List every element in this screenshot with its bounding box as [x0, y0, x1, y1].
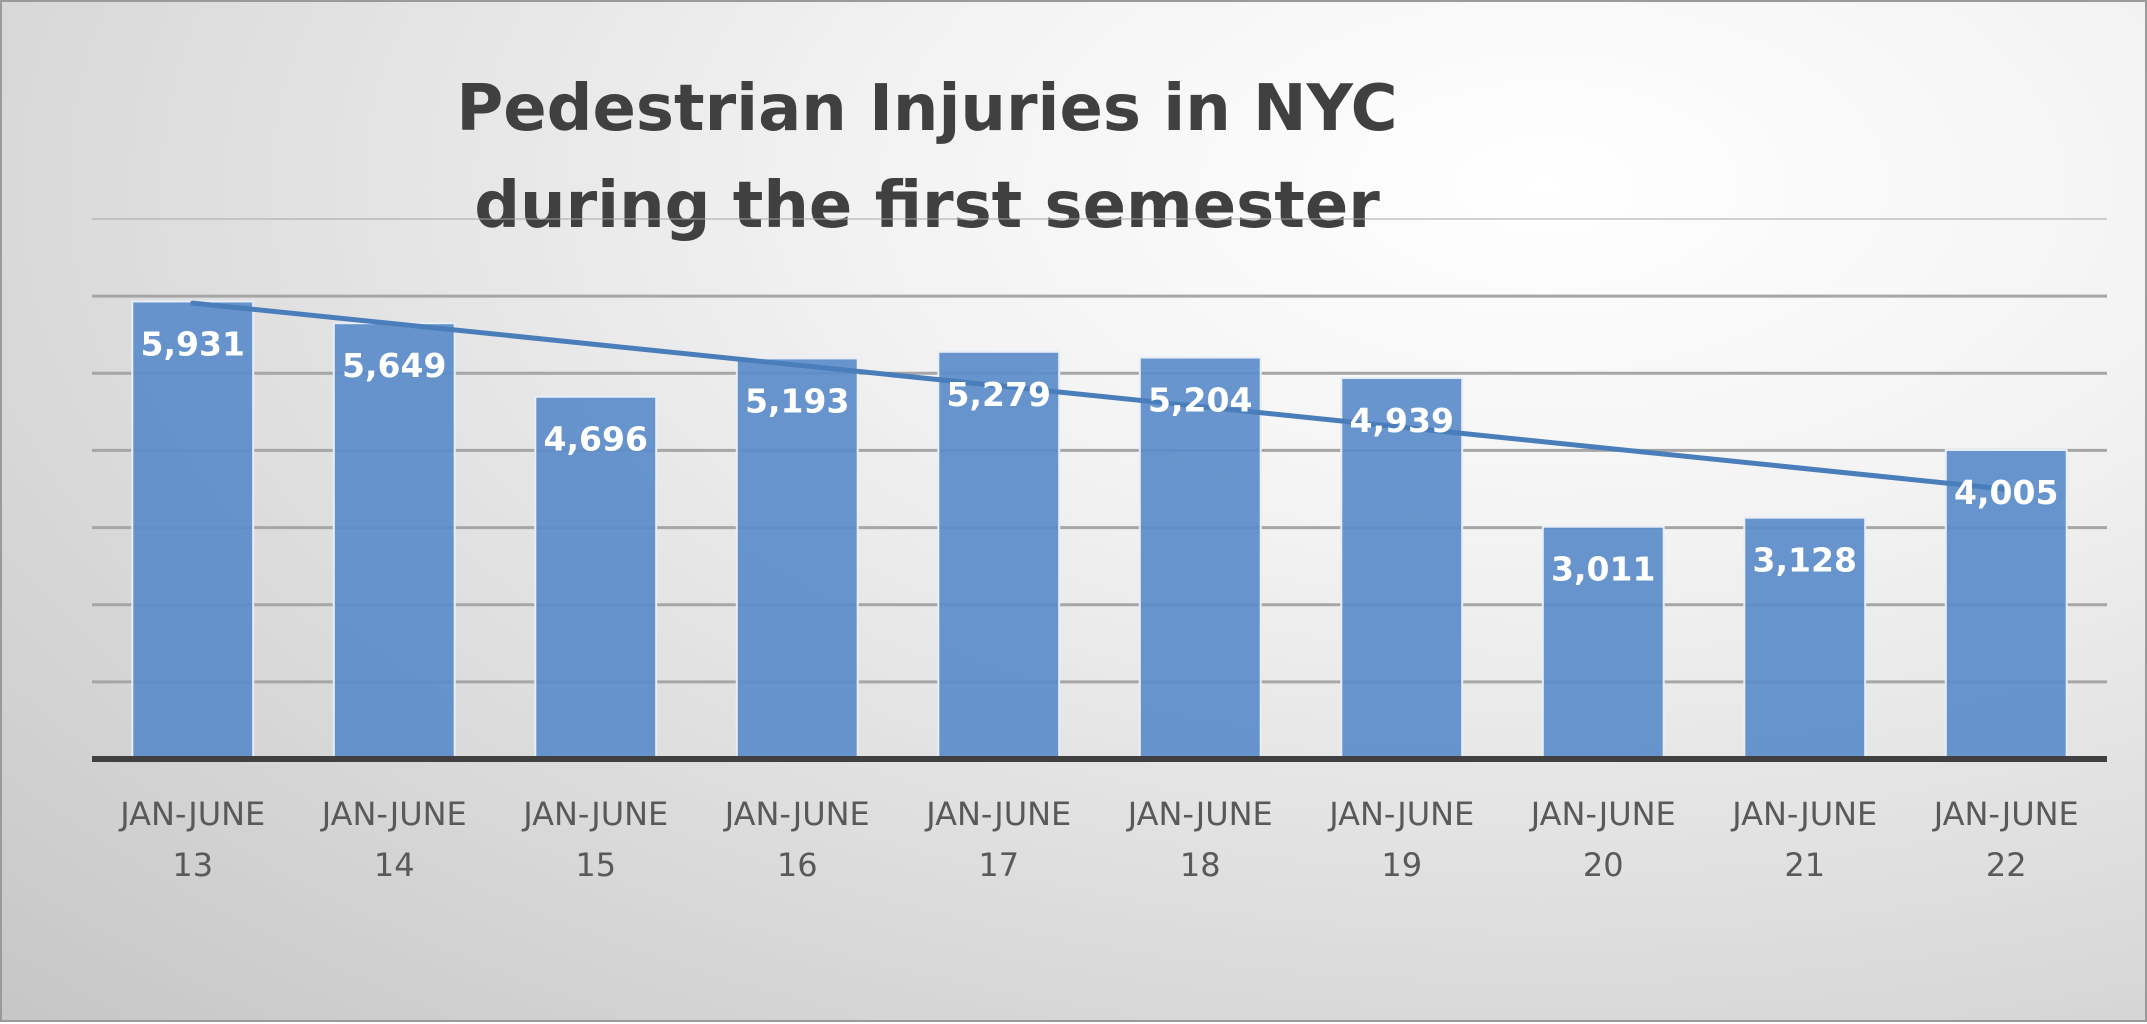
x-tick-label: JAN-JUNE 14 — [320, 795, 467, 884]
bar — [131, 300, 255, 760]
data-label: 3,128 — [1753, 541, 1857, 580]
chart-title-line-2: during the first semester — [474, 169, 1380, 243]
bar — [1541, 525, 1665, 760]
bar — [735, 357, 859, 760]
chart-title-line-1: Pedestrian Injuries in NYC — [456, 72, 1397, 146]
data-label: 3,011 — [1551, 550, 1655, 589]
x-tick-label: JAN-JUNE 13 — [118, 795, 265, 884]
x-tick-label: JAN-JUNE 21 — [1730, 795, 1877, 884]
data-label: 5,193 — [745, 381, 849, 420]
bar — [1944, 449, 2068, 760]
bars — [131, 300, 2068, 760]
x-tick-label: JAN-JUNE 18 — [1126, 795, 1273, 884]
bar — [1340, 376, 1464, 760]
data-label: 4,939 — [1350, 401, 1454, 440]
data-label: 4,696 — [544, 420, 648, 459]
bar — [332, 322, 456, 760]
data-labels: 5,931 5,649 4,696 5,193 5,279 5,204 4,939 3,011… — [141, 324, 2059, 588]
x-tick-label: JAN-JUNE 22 — [1932, 795, 2079, 884]
data-label: 5,931 — [141, 324, 245, 363]
x-tick-label: JAN-JUNE 19 — [1327, 795, 1474, 884]
data-label: 4,005 — [1954, 473, 2058, 512]
data-label: 5,204 — [1148, 381, 1252, 420]
data-label: 5,279 — [947, 375, 1051, 414]
bar — [937, 350, 1061, 760]
trendline-group — [190, 300, 2009, 492]
bar — [534, 395, 658, 760]
x-tick-label: JAN-JUNE 17 — [924, 795, 1071, 884]
x-axis: JAN-JUNE 13 JAN-JUNE 14 JAN-JUNE 15 JAN-JUNE 16… — [92, 756, 2107, 884]
x-tick-label: JAN-JUNE 16 — [723, 795, 870, 884]
x-tick-label: JAN-JUNE 20 — [1529, 795, 1676, 884]
data-label: 5,649 — [342, 346, 446, 385]
x-tick-label: JAN-JUNE 15 — [521, 795, 668, 884]
bar — [1138, 356, 1262, 760]
trendline — [190, 300, 2009, 492]
